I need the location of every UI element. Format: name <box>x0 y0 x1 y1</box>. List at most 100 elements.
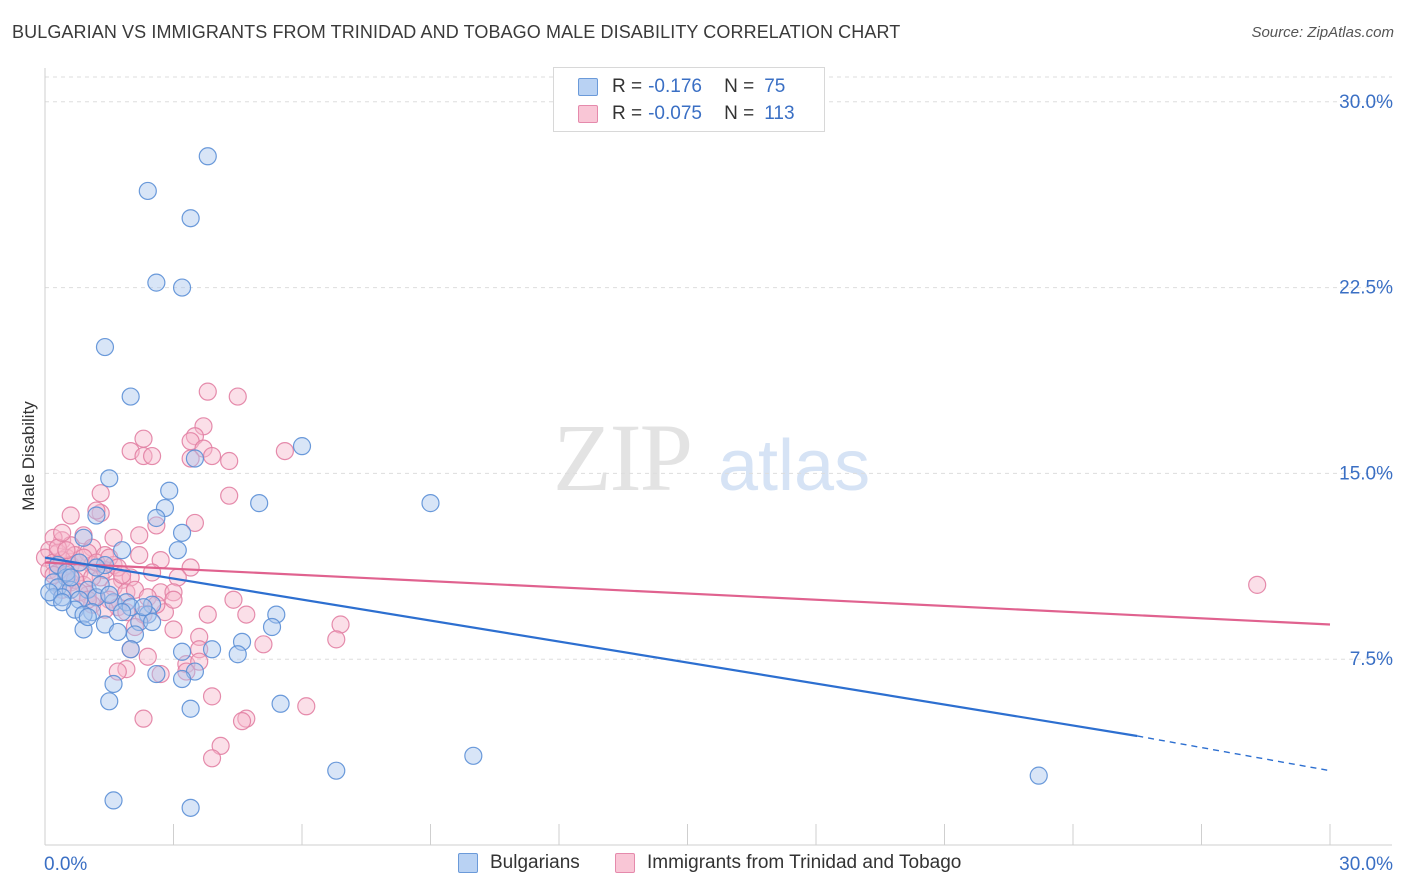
data-point <box>104 791 123 810</box>
legend-r-value: -0.075 <box>648 103 702 124</box>
data-point <box>250 494 269 513</box>
correlation-legend: R = -0.176 N = 75 R = -0.075 N = 113 <box>553 67 825 132</box>
data-point <box>181 449 200 468</box>
data-point <box>464 746 483 765</box>
data-point <box>297 697 316 716</box>
data-point <box>112 541 132 560</box>
y-tick-label: 22.5% <box>1339 278 1393 299</box>
data-point <box>262 617 282 637</box>
data-point <box>78 607 97 627</box>
y-axis-label: Male Disability <box>19 401 38 511</box>
trend-line-bulgarians-extension <box>1137 735 1331 772</box>
axes <box>44 68 1392 846</box>
data-point <box>100 469 119 488</box>
data-point <box>147 516 166 535</box>
x-tick-label: 0.0% <box>44 854 87 875</box>
legend-r-label: R = <box>612 103 643 124</box>
data-point <box>220 451 239 471</box>
data-point <box>53 593 72 612</box>
bottom-legend-bulgarians: Bulgarians <box>458 852 580 874</box>
data-point <box>275 441 294 461</box>
data-point <box>202 446 222 466</box>
data-point <box>87 501 106 520</box>
data-point <box>164 583 183 602</box>
data-point <box>172 278 192 297</box>
data-point <box>228 645 247 664</box>
data-point <box>74 528 93 547</box>
data-point <box>271 694 290 713</box>
data-point <box>185 449 205 468</box>
data-point <box>198 382 217 401</box>
chart-title: BULGARIAN VS IMMIGRANTS FROM TRINIDAD AN… <box>12 22 901 42</box>
data-point <box>232 712 252 731</box>
data-point <box>100 692 119 711</box>
legend-row-bulgarians: R = -0.176 N = 75 <box>578 74 785 100</box>
data-point <box>331 615 350 634</box>
data-point <box>198 147 217 166</box>
data-point <box>1029 766 1048 785</box>
data-point <box>202 749 222 768</box>
data-point <box>134 429 153 448</box>
data-point <box>134 598 153 617</box>
y-tick-label: 15.0% <box>1339 463 1393 484</box>
data-point <box>142 612 162 632</box>
data-point <box>254 635 273 654</box>
data-point <box>151 664 170 684</box>
watermark-zip: ZIP <box>553 404 691 511</box>
data-point <box>181 798 200 817</box>
data-point <box>61 506 80 525</box>
legend-n-label: N = <box>724 76 755 97</box>
data-point <box>327 761 346 780</box>
trend-line-bulgarians <box>44 556 1138 738</box>
legend-r-label: R = <box>612 76 643 97</box>
data-point <box>172 669 192 689</box>
data-point <box>147 664 166 684</box>
series-bulgarians-points <box>40 147 1048 817</box>
data-point <box>198 605 217 624</box>
data-point <box>190 627 209 646</box>
y-tick-labels: 7.5% 15.0% 22.5% 30.0% <box>1339 92 1393 670</box>
y-tick-label: 30.0% <box>1339 92 1393 113</box>
data-point <box>95 337 115 357</box>
bottom-legend-trinidad: Immigrants from Trinidad and Tobago <box>615 852 961 874</box>
data-point <box>181 558 200 577</box>
watermark: ZIP atlas <box>553 404 870 511</box>
data-point <box>421 494 440 513</box>
data-point <box>104 674 123 694</box>
data-point <box>292 437 312 456</box>
data-point <box>125 625 145 644</box>
data-point <box>237 605 256 624</box>
legend-n-value: 113 <box>764 103 795 124</box>
data-point <box>142 446 162 466</box>
data-point <box>121 640 140 659</box>
data-point <box>172 523 192 542</box>
legend-row-trinidad: R = -0.075 N = 113 <box>578 101 795 127</box>
trend-line-trinidad <box>44 561 1331 626</box>
data-point <box>224 590 243 609</box>
data-point <box>104 528 123 547</box>
data-point <box>108 622 127 642</box>
legend-r-value: -0.176 <box>648 76 702 97</box>
data-point <box>190 652 209 671</box>
data-point <box>147 508 166 528</box>
legend-swatch-trinidad <box>578 105 598 123</box>
data-point <box>138 181 157 201</box>
data-point <box>40 583 59 602</box>
y-tick-label: 7.5% <box>1350 649 1393 670</box>
data-point <box>228 387 247 406</box>
source-label: Source: ZipAtlas.com <box>1251 24 1394 41</box>
data-point <box>160 481 179 500</box>
data-point <box>164 620 183 639</box>
data-point <box>202 687 222 706</box>
data-point <box>1248 575 1267 594</box>
data-point <box>53 523 72 542</box>
data-point <box>112 603 132 622</box>
data-point <box>87 506 106 525</box>
data-point <box>138 647 157 666</box>
watermark-atlas: atlas <box>718 426 870 506</box>
data-point <box>181 699 200 718</box>
data-point <box>130 526 149 545</box>
data-point <box>121 598 140 617</box>
legend-series-name: Immigrants from Trinidad and Tobago <box>647 852 962 873</box>
